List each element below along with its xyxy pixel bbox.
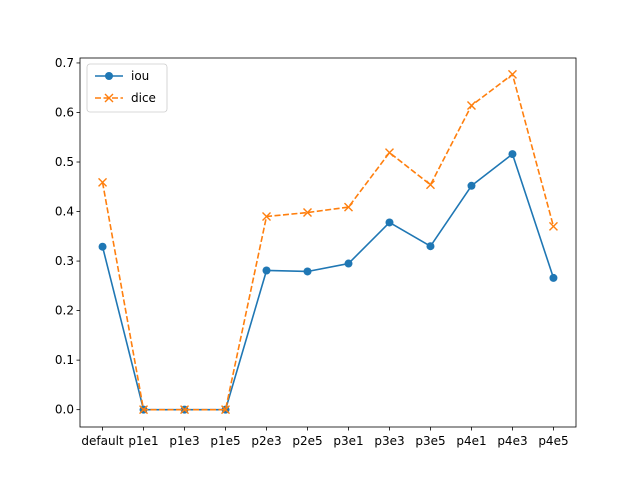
- x-tick-label: p3e1: [333, 434, 363, 448]
- data-point-dice: [548, 221, 558, 231]
- legend-label: iou: [131, 69, 149, 83]
- x-tick-label: default: [81, 434, 124, 448]
- data-point-dice: [344, 202, 353, 212]
- data-point-iou: [549, 273, 558, 282]
- data-point-iou: [98, 242, 107, 251]
- data-point-iou: [385, 218, 394, 227]
- data-point-dice: [384, 148, 394, 158]
- y-tick-label: 0.7: [55, 56, 74, 70]
- y-tick-label: 0.2: [55, 304, 74, 318]
- legend-entry-iou: iou: [95, 69, 149, 83]
- data-point-iou: [467, 181, 476, 190]
- data-point-dice: [466, 101, 476, 111]
- data-point-dice: [139, 405, 149, 415]
- x-tick-label: p3e3: [374, 434, 404, 448]
- series-line-dice: [101, 73, 555, 411]
- data-point-iou: [426, 242, 435, 251]
- legend-marker: [104, 93, 114, 103]
- data-point-dice: [507, 69, 517, 79]
- x-tick-label: p1e1: [128, 434, 158, 448]
- axes: 0.0 0.1 0.2 0.3 0.4 0.5 0.6 0.7 default p1e1 p1e3 p…: [55, 56, 577, 448]
- y-tick-label: 0.4: [55, 205, 74, 219]
- data-point-iou: [262, 266, 271, 275]
- x-tick-label: p4e5: [538, 434, 568, 448]
- data-point-dice: [180, 405, 190, 415]
- y-tick-label: 0.0: [55, 403, 74, 417]
- y-tick-label: 0.1: [55, 353, 74, 367]
- data-point-dice: [262, 212, 272, 221]
- plot-frame: [79, 57, 577, 428]
- x-tick-label: p1e5: [210, 434, 240, 448]
- y-tick-label: 0.6: [55, 105, 74, 119]
- legend-label: dice: [131, 91, 156, 105]
- x-tick-label: p2e5: [292, 434, 322, 448]
- series-line-iou: [101, 153, 555, 411]
- legend-marker: [105, 72, 113, 80]
- data-point-dice: [425, 180, 435, 190]
- data-point-dice: [98, 177, 108, 187]
- data-point-iou: [508, 150, 517, 159]
- data-point-dice: [303, 208, 312, 218]
- x-tick-label: p4e1: [456, 434, 486, 448]
- x-tick-label: p1e3: [169, 434, 199, 448]
- data-point-iou: [344, 259, 353, 268]
- x-tick-label: p3e5: [415, 434, 445, 448]
- y-tick-label: 0.3: [55, 254, 74, 268]
- x-tick-label: p4e3: [497, 434, 527, 448]
- legend-entry-dice: dice: [95, 91, 156, 105]
- legend: iou dice: [86, 63, 168, 113]
- data-point-iou: [303, 267, 312, 276]
- x-tick-label: p2e3: [251, 434, 281, 448]
- plot-area: [98, 69, 558, 415]
- y-tick-label: 0.5: [55, 155, 74, 169]
- data-point-dice: [221, 405, 231, 415]
